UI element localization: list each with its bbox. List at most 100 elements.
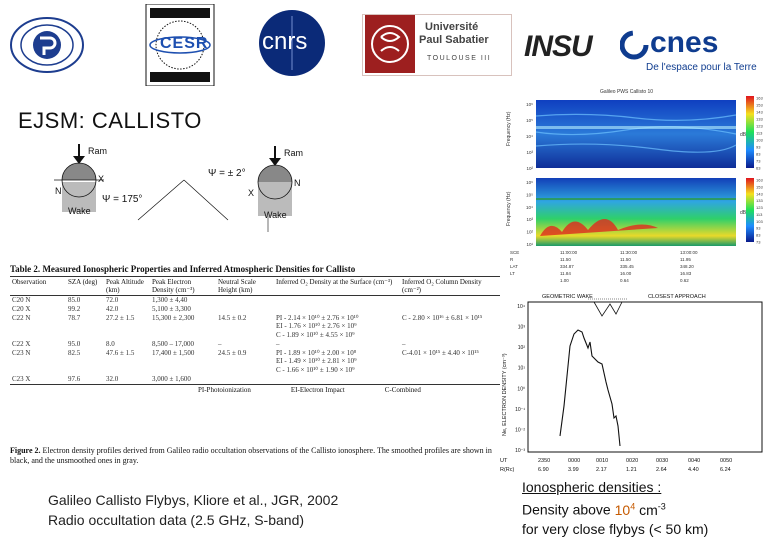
psi-mid-label: Ψ = ± 2° [208, 168, 246, 179]
ram-label-right: Ram [284, 148, 303, 158]
table-cell: 82.5 [68, 348, 81, 357]
spectrogram-ytick: 10⁵ [526, 192, 533, 197]
profile-axis-value: 3.99 [568, 467, 579, 473]
table-cell [400, 374, 500, 385]
profile-axis-value: 4.40 [688, 467, 699, 473]
table-header-cell: Inferred O₂ Column Density (cm⁻²) [400, 275, 500, 297]
profile-axis-value: R(Rc) [500, 467, 515, 473]
spectrogram-axis-value: 16.83 [680, 271, 692, 276]
citation-line-2: Radio occultation data (2.5 GHz, S-band) [48, 512, 305, 528]
table-cell: 42.0 [106, 304, 119, 313]
spectrogram-axis-value: 0.62 [680, 278, 689, 283]
spectrogram-axis-value: SCE [510, 250, 519, 255]
spectrogram-ylabel-top: Frequency (Hz) [506, 111, 512, 146]
spectrogram-ytick: 10⁶ [526, 180, 533, 185]
profile-axis-value: 1.21 [626, 467, 637, 473]
ram-label-left: Ram [88, 146, 107, 156]
spectrogram-title: Galileo PWS Callisto 10 [600, 89, 653, 95]
colorbar-tick: 163 [756, 96, 763, 101]
density-table-block: Table 2. Measured Ionospheric Properties… [10, 264, 500, 394]
colorbar-bottom [746, 178, 754, 242]
table-header-cell: Inferred O₂ Density at the Surface (cm⁻³… [274, 275, 400, 297]
colorbar-tick: 143 [756, 191, 763, 196]
table-cell: 17,400 ± 1,500 [152, 348, 195, 357]
table-cell: C23 X [10, 374, 66, 385]
table-header-cell: Peak Electron Density (cm⁻³) [150, 275, 216, 297]
table-cell [216, 305, 274, 314]
colorbar-tick: 153 [756, 103, 763, 108]
table-cell [274, 296, 400, 305]
table-cell: 15,300 ± 2,300 [152, 313, 195, 322]
profile-axis-value: 0030 [656, 458, 668, 464]
occultation-geometry-diagram: Ram Ram N X N X Wake Wake Ψ = 175° Ψ = ±… [18, 140, 328, 260]
wake-label-left: Wake [68, 206, 91, 216]
citation-line-1: Galileo Callisto Flybys, Kliore et al., … [48, 492, 339, 508]
footnote: C-Combined [384, 385, 421, 394]
profile-ytick: 10⁻¹ [515, 407, 525, 413]
cnrs-logo: cnrs [252, 8, 332, 78]
closest-approach-label: CLOSEST APPROACH [648, 294, 706, 300]
figure-caption-lead: Figure 2. [10, 446, 41, 455]
profile-ytick: 10⁻³ [515, 448, 525, 454]
ups-line3: TOULOUSE III [427, 55, 492, 62]
profile-axis-value: 2350 [538, 458, 550, 464]
ups-line2: Paul Sabatier [419, 34, 489, 46]
spectrogram-ytick: 10¹ [526, 242, 533, 247]
cnes-logo: cnes De l'espace pour la Terre [616, 24, 776, 80]
iono-density-base: 10 [614, 501, 631, 518]
spectrogram-ytick: 10² [526, 230, 533, 235]
colorbar-tick: 93 [756, 145, 761, 150]
table-cell: – [402, 339, 406, 348]
spectrogram-axis-value: 335.45 [620, 264, 634, 269]
table-row: C22 X 95.0 8.0 8,500 – 17,000 – – – [10, 340, 500, 349]
spectrogram-ytick: 10⁶ [526, 102, 533, 107]
table-number: Table 2. [10, 264, 41, 274]
figure-caption-text: Electron density profiles derived from G… [10, 446, 492, 465]
colorbar-tick: 113 [756, 131, 763, 136]
footnote: EI-Electron Impact [290, 385, 345, 394]
pf-logo [8, 14, 86, 76]
ionosphere-note: Ionospheric densities : Density above 10… [522, 478, 708, 539]
spectrogram-ytick: 10⁵ [526, 118, 533, 123]
spectrogram-axis-value: 334.87 [560, 264, 574, 269]
table-cell: PI - 1.89 × 10¹⁰ ± 2.00 × 10⁸ EI - 1.49 … [276, 348, 357, 375]
n-label-left: N [55, 186, 62, 196]
table-cell: 97.6 [66, 374, 104, 385]
profile-ylabel: Ne, ELECTRON DENSITY (cm⁻³) [502, 353, 508, 436]
profile-plot-frame [527, 301, 763, 453]
iono-density-value: 104 [614, 501, 636, 518]
colorbar-tick: 113 [756, 212, 763, 217]
table-cell: C22 X [12, 339, 31, 348]
profile-axis-value: 0020 [626, 458, 638, 464]
table-cell [400, 305, 500, 314]
spectrogram-axis-value: 348.20 [680, 264, 694, 269]
colorbar-tick: 83 [756, 152, 761, 157]
colorbar-tick: 73 [756, 159, 761, 164]
profile-axis-value: 0010 [596, 458, 608, 464]
wake-label-right: Wake [264, 210, 287, 220]
table-row: C23 N 82.5 47.6 ± 1.5 17,400 ± 1,500 24.5 ± … [10, 349, 500, 375]
table-cell: 47.6 ± 1.5 [106, 348, 135, 357]
table-cell [274, 374, 400, 385]
profile-ytick: 10² [518, 345, 526, 351]
table-cell: 99.2 [68, 304, 81, 313]
spectrogram-bottom-panel [536, 178, 736, 246]
colorbar-tick: 73 [756, 240, 761, 245]
colorbar-tick: 123 [756, 124, 763, 129]
insu-logo: INSU [524, 30, 610, 68]
colorbar-tick: 63 [756, 166, 761, 171]
spectrogram-axis-value: R [510, 257, 514, 262]
table-cell: C20 X [12, 304, 31, 313]
spectrogram-axis-value: LAT [510, 264, 518, 269]
table-header-cell: Peak Altitude (km) [104, 275, 150, 297]
spectrogram-axis-value: 13:00:00 [680, 250, 698, 255]
iono-line-2-prefix: Density above [522, 501, 611, 518]
insu-text: INSU [524, 30, 593, 63]
iono-unit-exp: -3 [657, 501, 666, 511]
profile-ytick: 10⁰ [517, 386, 525, 392]
colorbar-tick: 133 [756, 198, 763, 203]
colorbar-label-top: dB [740, 132, 747, 138]
ups-logo: Université Paul Sabatier TOULOUSE III [362, 14, 512, 76]
profile-axis-value: UT [500, 458, 508, 464]
table-cell [216, 374, 274, 385]
